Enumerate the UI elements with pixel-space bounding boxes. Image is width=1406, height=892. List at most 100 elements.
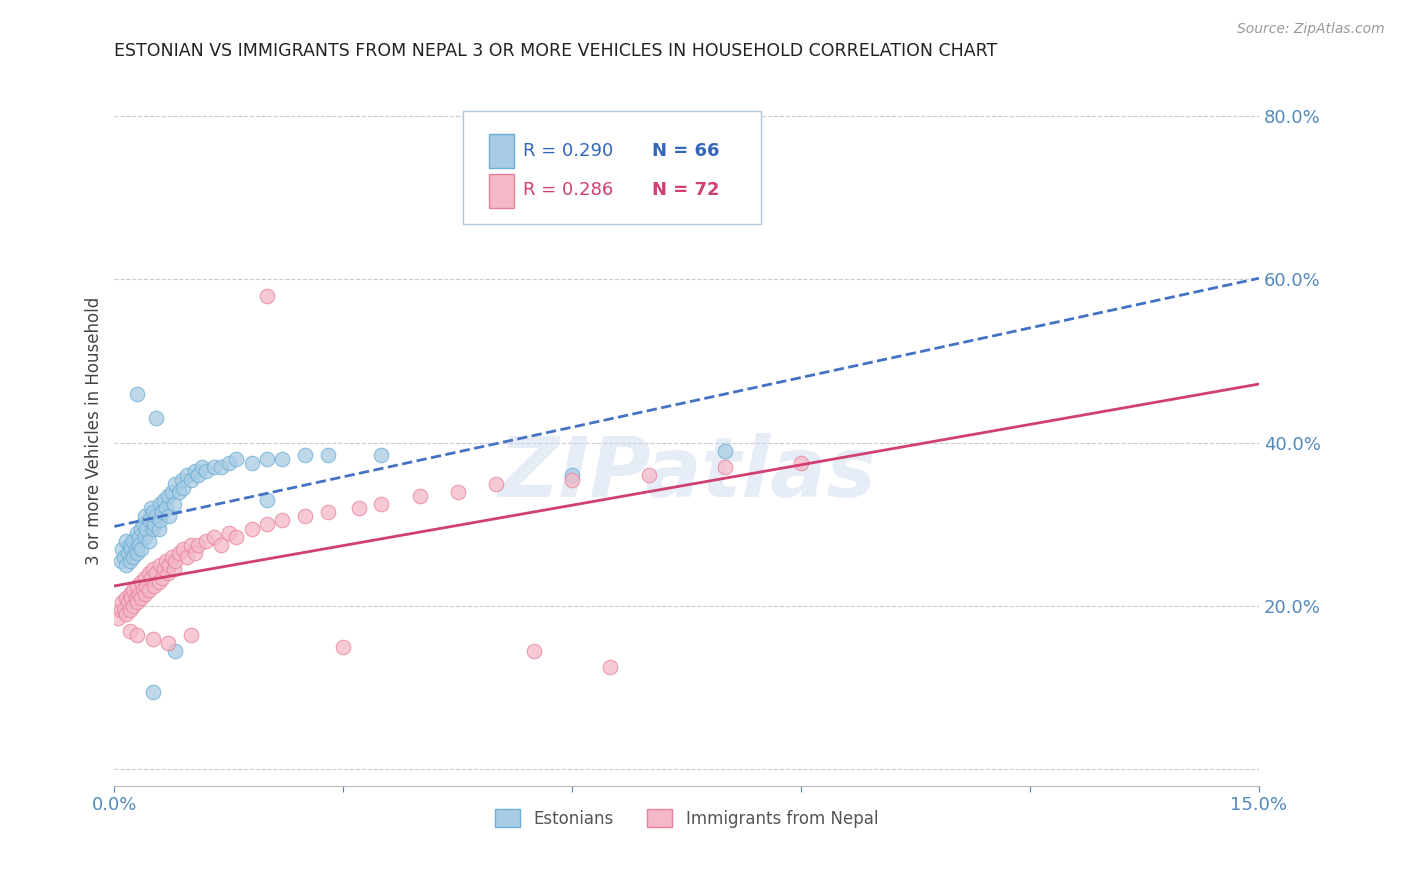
Text: N = 66: N = 66 — [652, 142, 720, 160]
Point — [714, 444, 737, 458]
Point — [129, 521, 152, 535]
Point — [150, 570, 173, 584]
Point — [187, 538, 209, 552]
Point — [156, 566, 179, 581]
Point — [118, 554, 141, 568]
Point — [156, 489, 179, 503]
Point — [117, 546, 139, 560]
Point — [122, 582, 145, 597]
Point — [138, 533, 160, 548]
Point — [218, 456, 240, 470]
Point — [132, 517, 155, 532]
Point — [160, 484, 183, 499]
Point — [125, 591, 148, 605]
Point — [169, 546, 191, 560]
Point — [332, 640, 354, 654]
Point — [176, 550, 198, 565]
Point — [138, 566, 160, 581]
Point — [125, 541, 148, 556]
Point — [316, 505, 339, 519]
Point — [120, 591, 142, 605]
Point — [172, 541, 194, 556]
Point — [127, 546, 149, 560]
Text: N = 72: N = 72 — [652, 181, 720, 199]
Point — [134, 570, 156, 584]
Point — [138, 582, 160, 597]
Point — [129, 541, 152, 556]
Point — [122, 533, 145, 548]
Point — [155, 554, 177, 568]
Point — [183, 546, 205, 560]
Point — [127, 579, 149, 593]
Point — [127, 386, 149, 401]
Point — [347, 501, 370, 516]
Point — [599, 660, 621, 674]
Point — [183, 464, 205, 478]
Point — [115, 607, 138, 622]
Legend: Estonians, Immigrants from Nepal: Estonians, Immigrants from Nepal — [489, 803, 884, 834]
FancyBboxPatch shape — [489, 134, 513, 169]
Point — [128, 530, 150, 544]
Point — [370, 448, 392, 462]
Point — [112, 603, 135, 617]
Point — [561, 473, 583, 487]
Point — [129, 591, 152, 605]
Point — [134, 587, 156, 601]
Point — [316, 448, 339, 462]
Point — [714, 460, 737, 475]
Point — [128, 587, 150, 601]
Point — [142, 521, 165, 535]
Text: Source: ZipAtlas.com: Source: ZipAtlas.com — [1237, 22, 1385, 37]
Point — [209, 460, 232, 475]
Point — [142, 505, 165, 519]
Point — [163, 497, 186, 511]
Point — [271, 452, 294, 467]
Point — [150, 505, 173, 519]
Point — [256, 452, 278, 467]
Point — [202, 460, 225, 475]
Point — [153, 562, 176, 576]
Point — [145, 509, 167, 524]
Point — [127, 595, 149, 609]
Point — [209, 538, 232, 552]
Point — [135, 579, 157, 593]
Point — [118, 538, 141, 552]
Point — [155, 501, 177, 516]
Point — [165, 554, 187, 568]
Text: ZIPatlas: ZIPatlas — [498, 433, 876, 514]
Point — [408, 489, 430, 503]
Point — [256, 289, 278, 303]
Point — [110, 603, 132, 617]
Point — [790, 456, 813, 470]
Point — [194, 464, 217, 478]
Point — [120, 541, 142, 556]
Point — [225, 530, 247, 544]
Point — [165, 644, 187, 658]
Point — [561, 468, 583, 483]
Point — [191, 460, 214, 475]
Text: R = 0.290: R = 0.290 — [523, 142, 613, 160]
Point — [143, 579, 166, 593]
Point — [129, 574, 152, 589]
Point — [148, 574, 170, 589]
Point — [115, 533, 138, 548]
Point — [134, 509, 156, 524]
Point — [127, 628, 149, 642]
Point — [139, 501, 162, 516]
Point — [132, 582, 155, 597]
Point — [145, 566, 167, 581]
Point — [156, 636, 179, 650]
Point — [370, 497, 392, 511]
Point — [160, 550, 183, 565]
Point — [176, 468, 198, 483]
Point — [128, 538, 150, 552]
Point — [271, 513, 294, 527]
Point — [157, 509, 180, 524]
Point — [148, 521, 170, 535]
Point — [180, 628, 202, 642]
Point — [256, 517, 278, 532]
Point — [172, 481, 194, 495]
Point — [142, 632, 165, 646]
Point — [202, 530, 225, 544]
Point — [187, 468, 209, 483]
